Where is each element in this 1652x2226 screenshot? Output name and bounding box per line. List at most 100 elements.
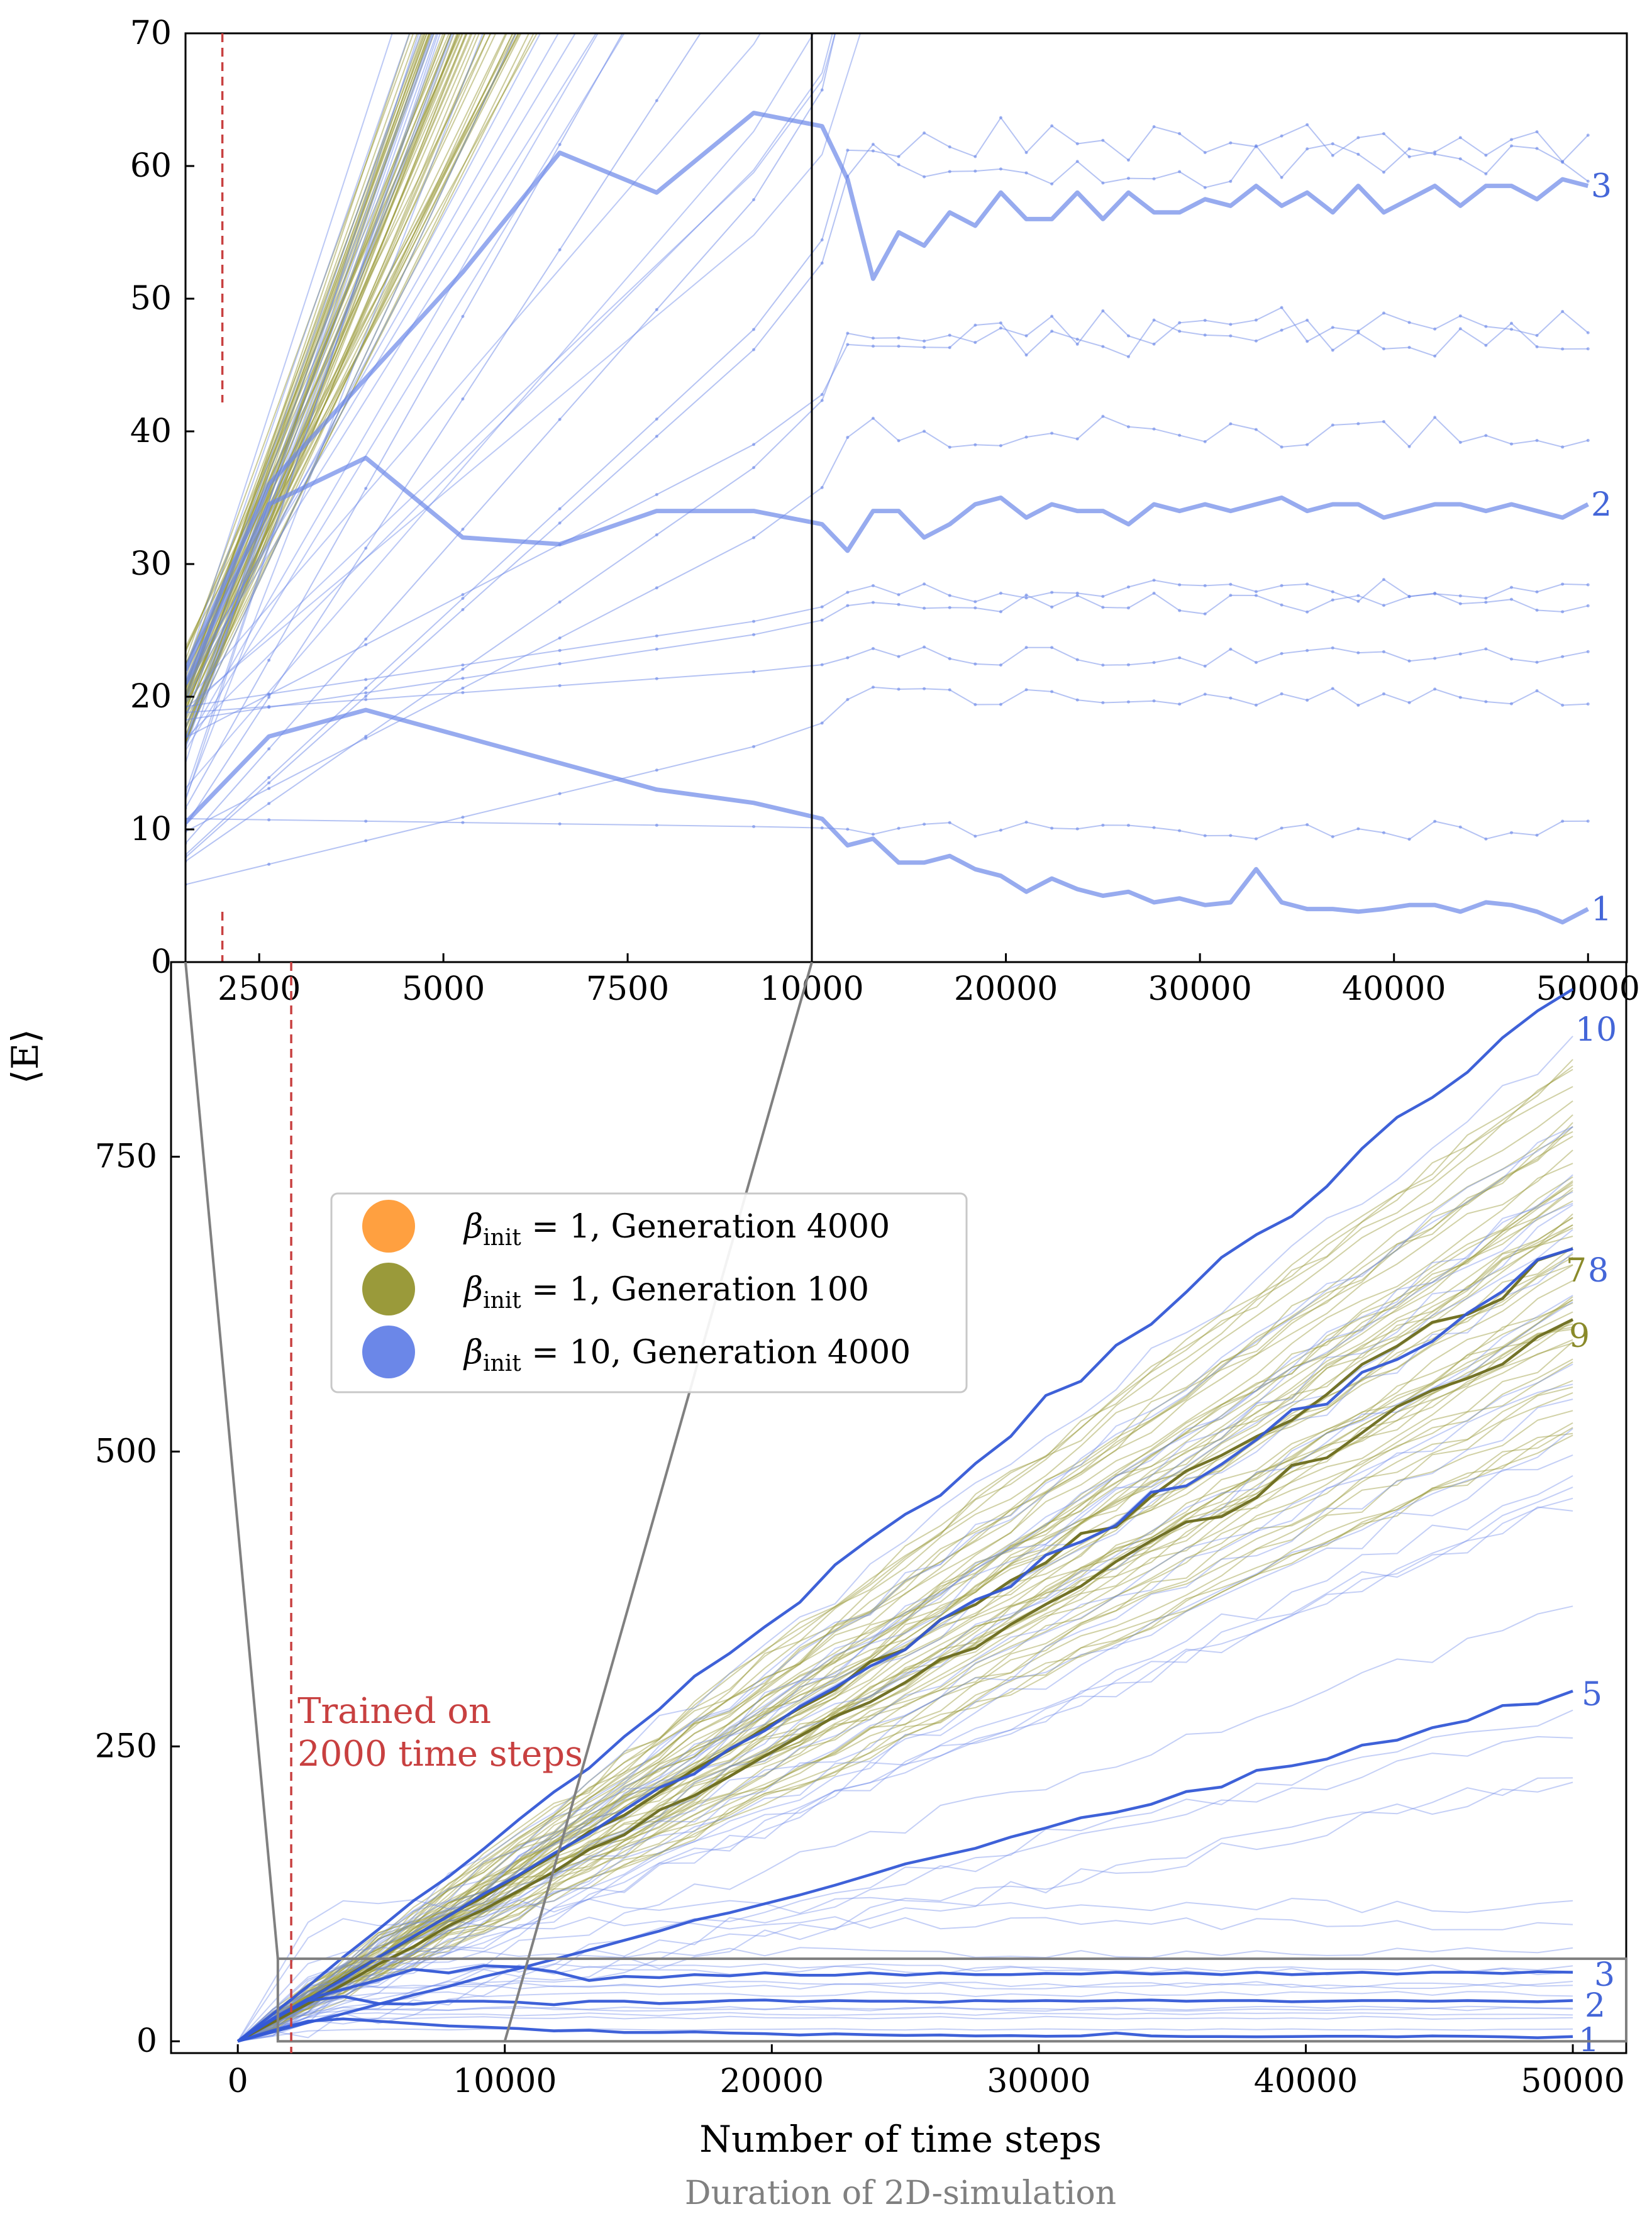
y-tick-label: 500 bbox=[95, 1432, 157, 1470]
inset-point bbox=[948, 333, 951, 337]
inset-point bbox=[364, 546, 368, 550]
inset-plateau-line bbox=[186, 116, 1589, 856]
inset-point bbox=[1535, 439, 1539, 443]
inset-y-tick: 70 bbox=[130, 14, 194, 52]
inset-point bbox=[461, 593, 465, 597]
series-line-beta1-gen100 bbox=[237, 1131, 1573, 2042]
series-line-beta10-plateau bbox=[237, 2005, 1573, 2042]
inset-series-line bbox=[186, 33, 625, 751]
inset-point bbox=[973, 606, 977, 610]
series-line-beta1-gen100 bbox=[237, 1163, 1573, 2042]
inset-point bbox=[364, 643, 368, 646]
series-line-beta10 bbox=[237, 1605, 1573, 2042]
inset-point bbox=[1050, 314, 1054, 318]
inset-point bbox=[1458, 440, 1462, 444]
inset-series-line bbox=[186, 33, 450, 653]
inset-point bbox=[1203, 151, 1207, 155]
inset-point bbox=[1586, 702, 1590, 706]
inset-point bbox=[999, 610, 1002, 614]
inset-plateau-line bbox=[186, 306, 1588, 862]
inset-point bbox=[1126, 663, 1130, 667]
inset-point bbox=[999, 444, 1002, 448]
inset-point bbox=[1075, 594, 1079, 597]
inset-point bbox=[461, 677, 465, 680]
inset-point bbox=[923, 645, 926, 649]
inset-point bbox=[1152, 591, 1156, 595]
inset-point bbox=[655, 634, 658, 638]
inset-point bbox=[871, 345, 875, 348]
inset-point bbox=[267, 862, 271, 866]
inset-y-tick: 20 bbox=[130, 678, 194, 716]
series-line-beta10 bbox=[237, 1475, 1573, 2042]
inset-point bbox=[1254, 703, 1258, 707]
inset-point bbox=[1433, 354, 1437, 358]
inset-x-tick-label: 5000 bbox=[402, 970, 485, 1008]
inset-point bbox=[1075, 827, 1079, 831]
inset-point bbox=[1382, 419, 1385, 423]
inset-point bbox=[1126, 585, 1130, 589]
series-line-beta1-gen100 bbox=[237, 1224, 1573, 2042]
inset-series-line bbox=[186, 33, 462, 651]
inset-point bbox=[999, 326, 1002, 330]
legend-box bbox=[330, 1192, 968, 1393]
series-line-beta10 bbox=[237, 1781, 1573, 2042]
inset-point bbox=[1433, 819, 1437, 823]
inset-point bbox=[820, 826, 824, 830]
inset-y-tick-label: 40 bbox=[130, 413, 172, 450]
x-tick-label: 50000 bbox=[1521, 2063, 1624, 2100]
inset-point bbox=[923, 175, 926, 179]
inset-point bbox=[655, 99, 658, 102]
inset-point bbox=[897, 155, 901, 158]
series-line-beta10-plateau bbox=[237, 2012, 1573, 2042]
series-line-beta1-gen100 bbox=[237, 1392, 1573, 2042]
inset-point bbox=[1306, 699, 1309, 702]
main-y-ticks: 0 250 500 750 bbox=[95, 1138, 180, 2060]
inset-point bbox=[1407, 321, 1411, 324]
inset-point bbox=[1306, 822, 1309, 826]
inset-point bbox=[1203, 333, 1207, 337]
inset-plateau-line bbox=[186, 818, 1588, 840]
inset-point bbox=[1024, 593, 1028, 597]
inset-point bbox=[1126, 158, 1130, 162]
inset-point bbox=[1433, 592, 1437, 595]
inset-point bbox=[558, 418, 562, 421]
inset-point bbox=[1535, 590, 1539, 594]
inset-point bbox=[1433, 687, 1437, 691]
inset-series-label-1: 1 bbox=[1591, 891, 1612, 929]
x-tick: 50000 bbox=[1521, 2044, 1625, 2100]
inset-point bbox=[897, 439, 901, 443]
inset-point bbox=[1407, 346, 1411, 350]
inset-point bbox=[267, 658, 271, 662]
series-line-beta10 bbox=[237, 1383, 1573, 2042]
inset-series-label-3: 3 bbox=[1591, 168, 1612, 206]
series-line-beta1-gen100 bbox=[237, 1182, 1573, 2042]
inset-point bbox=[1254, 318, 1258, 322]
inset-y-tick: 10 bbox=[130, 811, 194, 848]
inset-point bbox=[1229, 582, 1233, 586]
series-line-beta1-gen100 bbox=[237, 1328, 1573, 2042]
inset-point bbox=[1331, 687, 1334, 690]
inset-point bbox=[1229, 323, 1233, 326]
series-line-beta1-gen100 bbox=[237, 1149, 1573, 2042]
series-line-beta1-gen100 bbox=[237, 1100, 1573, 2042]
series-line-beta10-plateau bbox=[237, 1963, 1573, 2042]
inset-point bbox=[1075, 160, 1079, 163]
inset-point bbox=[1509, 442, 1513, 446]
inset-point bbox=[897, 345, 901, 348]
inset-point bbox=[923, 429, 926, 433]
inset-point bbox=[1331, 142, 1334, 146]
series-line-beta10 bbox=[237, 1126, 1573, 2042]
inset-point bbox=[364, 734, 368, 738]
highlighted-series-8 bbox=[236, 1247, 1573, 2043]
y-axis-label: ⟨E⟩ bbox=[4, 1029, 47, 1084]
inset-point bbox=[1306, 147, 1309, 151]
inset-point bbox=[1178, 433, 1182, 437]
inset-point bbox=[1331, 835, 1334, 839]
inset-point bbox=[1101, 138, 1105, 142]
series-line-beta10 bbox=[237, 1363, 1573, 2042]
inset-point bbox=[1407, 838, 1411, 841]
series-line-beta1-gen100 bbox=[237, 1200, 1573, 2042]
inset-point bbox=[1458, 695, 1462, 699]
legend-marker bbox=[362, 1200, 415, 1253]
inset-point bbox=[1101, 181, 1105, 185]
